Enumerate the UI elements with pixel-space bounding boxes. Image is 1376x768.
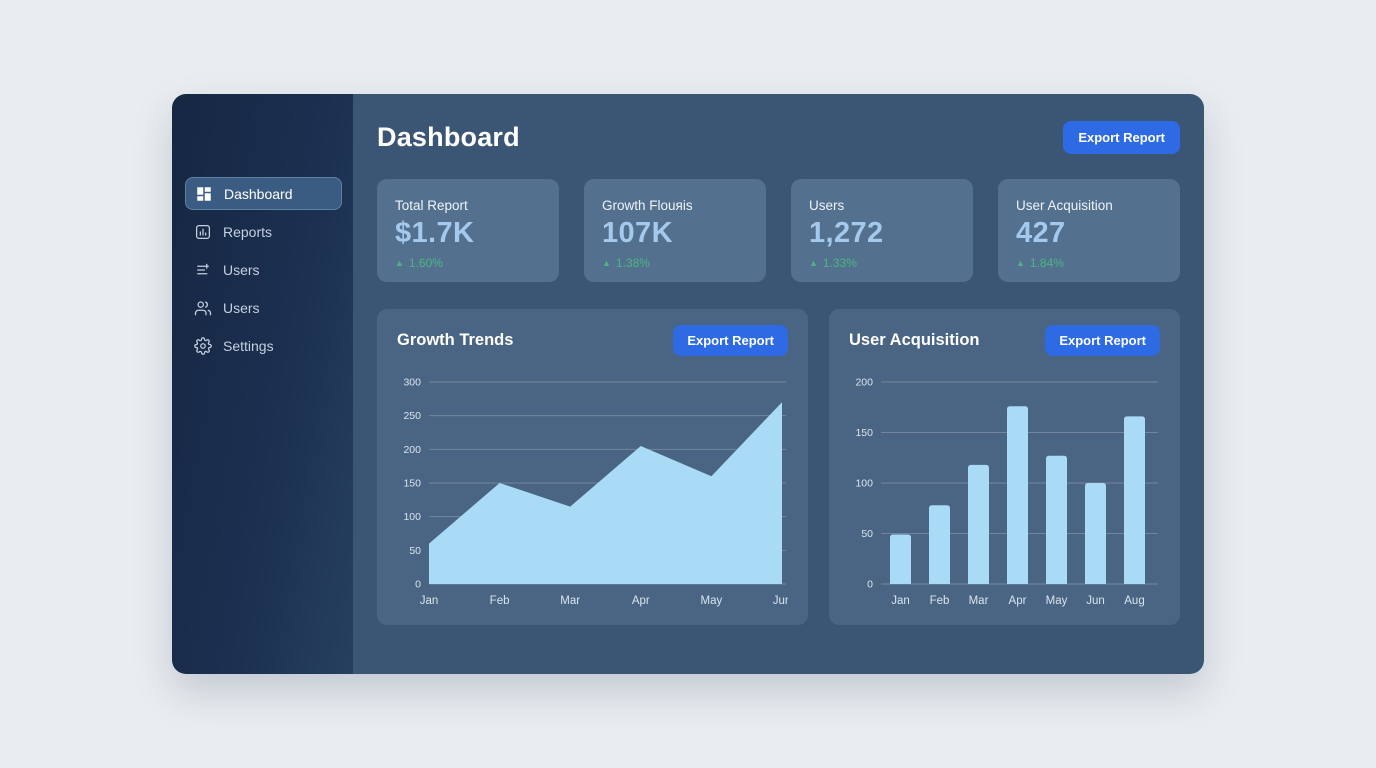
sidebar-item-users[interactable]: Users	[185, 291, 342, 324]
stat-change-value: 1.60%	[408, 256, 443, 270]
svg-text:Jun: Jun	[773, 595, 788, 607]
svg-text:100: 100	[403, 511, 421, 523]
sidebar-item-label: Settings	[223, 337, 274, 354]
stat-value: $1.7K	[395, 217, 475, 249]
stat-label: Growth Flouяis	[602, 198, 693, 213]
chart-header: User Acquisition Export Report	[849, 325, 1160, 356]
svg-text:50: 50	[861, 528, 873, 540]
settings-gear-icon	[194, 336, 212, 355]
app-window: Dashboard Reports Users Users Settings	[172, 94, 1204, 674]
user-acquisition-chart-card: User Acquisition Export Report 0 50 100 150…	[829, 309, 1180, 625]
svg-text:200: 200	[855, 377, 873, 389]
svg-text:0: 0	[867, 579, 873, 591]
svg-text:0: 0	[415, 579, 421, 591]
stat-change: ▲ 1.33%	[809, 256, 955, 270]
stat-change-value: 1.84%	[1029, 256, 1064, 270]
stat-card-growth: Growth Flouяis 107K ▲ 1.38%	[584, 179, 766, 282]
stat-value: 107K	[602, 217, 673, 249]
svg-text:Jan: Jan	[420, 595, 439, 607]
sidebar-item-label: Users	[223, 299, 260, 316]
growth-trends-chart-card: Growth Trends Export Report 0 50 100 150 200…	[377, 309, 808, 625]
main-content: Dashboard Export Report Total Report $1.…	[353, 94, 1204, 674]
sidebar-item-label: Users	[223, 261, 260, 278]
stat-value: 1,272	[809, 217, 884, 249]
export-report-button[interactable]: Export Report	[1045, 325, 1160, 356]
svg-text:300: 300	[403, 377, 421, 389]
stat-label: Total Report	[395, 198, 468, 213]
reports-chart-icon	[194, 223, 212, 241]
trend-up-icon: ▲	[395, 257, 404, 268]
trend-up-icon: ▲	[809, 257, 818, 268]
sidebar-item-dashboard[interactable]: Dashboard	[185, 177, 342, 210]
stats-row: Total Report $1.7K ▲ 1.60% Growth Flouяi…	[377, 179, 1180, 282]
stat-change: ▲ 1.38%	[602, 256, 748, 270]
svg-text:150: 150	[855, 427, 873, 439]
chart-title: User Acquisition	[849, 331, 980, 349]
export-report-button[interactable]: Export Report	[673, 325, 788, 356]
trend-up-icon: ▲	[1016, 257, 1025, 268]
sidebar-item-settings[interactable]: Settings	[185, 329, 342, 362]
list-filter-icon	[194, 261, 212, 279]
svg-text:Feb: Feb	[490, 595, 510, 607]
sidebar-item-users-list[interactable]: Users	[185, 253, 342, 286]
main-header: Dashboard Export Report	[377, 117, 1180, 157]
stat-value: 427	[1016, 217, 1066, 249]
stat-change: ▲ 1.60%	[395, 256, 541, 270]
growth-trends-area-chart: 0 50 100 150 200 250 300 Jan Feb Mar Apr May Jun	[403, 377, 788, 608]
export-report-button[interactable]: Export Report	[1063, 120, 1180, 154]
svg-text:250: 250	[403, 410, 421, 422]
charts-row: Growth Trends Export Report 0 50 100 150 200…	[377, 309, 1180, 625]
svg-text:100: 100	[855, 478, 873, 490]
svg-text:Feb: Feb	[930, 595, 950, 607]
svg-text:200: 200	[403, 444, 421, 456]
svg-text:Mar: Mar	[969, 595, 989, 607]
sidebar-item-label: Dashboard	[224, 185, 293, 202]
users-icon	[194, 299, 212, 317]
stat-card-user-acquisition: User Acquisition 427 ▲ 1.84%	[998, 179, 1180, 282]
trend-up-icon: ▲	[602, 257, 611, 268]
stat-card-users: Users 1,272 ▲ 1.33%	[791, 179, 973, 282]
svg-text:Mar: Mar	[560, 595, 580, 607]
svg-text:Apr: Apr	[632, 595, 650, 607]
stat-change-value: 1.33%	[822, 256, 857, 270]
svg-text:Jun: Jun	[1086, 595, 1105, 607]
svg-text:150: 150	[403, 478, 421, 490]
svg-text:50: 50	[409, 545, 421, 557]
svg-text:May: May	[701, 595, 723, 607]
stat-card-total-report: Total Report $1.7K ▲ 1.60%	[377, 179, 559, 282]
svg-text:Jan: Jan	[891, 595, 910, 607]
sidebar-item-label: Reports	[223, 223, 273, 240]
chart-header: Growth Trends Export Report	[397, 325, 788, 356]
chart-title: Growth Trends	[397, 331, 514, 349]
stat-change-value: 1.38%	[615, 256, 650, 270]
sidebar: Dashboard Reports Users Users Settings	[172, 94, 353, 674]
sidebar-item-reports[interactable]: Reports	[185, 215, 342, 248]
svg-text:Aug: Aug	[1124, 595, 1144, 607]
stat-label: Users	[809, 198, 845, 213]
svg-text:Apr: Apr	[1009, 595, 1027, 607]
stat-label: User Acquisition	[1016, 198, 1113, 213]
dashboard-grid-icon	[195, 185, 213, 203]
svg-text:May: May	[1046, 595, 1068, 607]
page-title: Dashboard	[377, 121, 520, 152]
stat-change: ▲ 1.84%	[1016, 256, 1162, 270]
user-acquisition-bar-chart: 0 50 100 150 200 Jan Feb Mar Apr May Jun Aug	[855, 377, 1158, 607]
